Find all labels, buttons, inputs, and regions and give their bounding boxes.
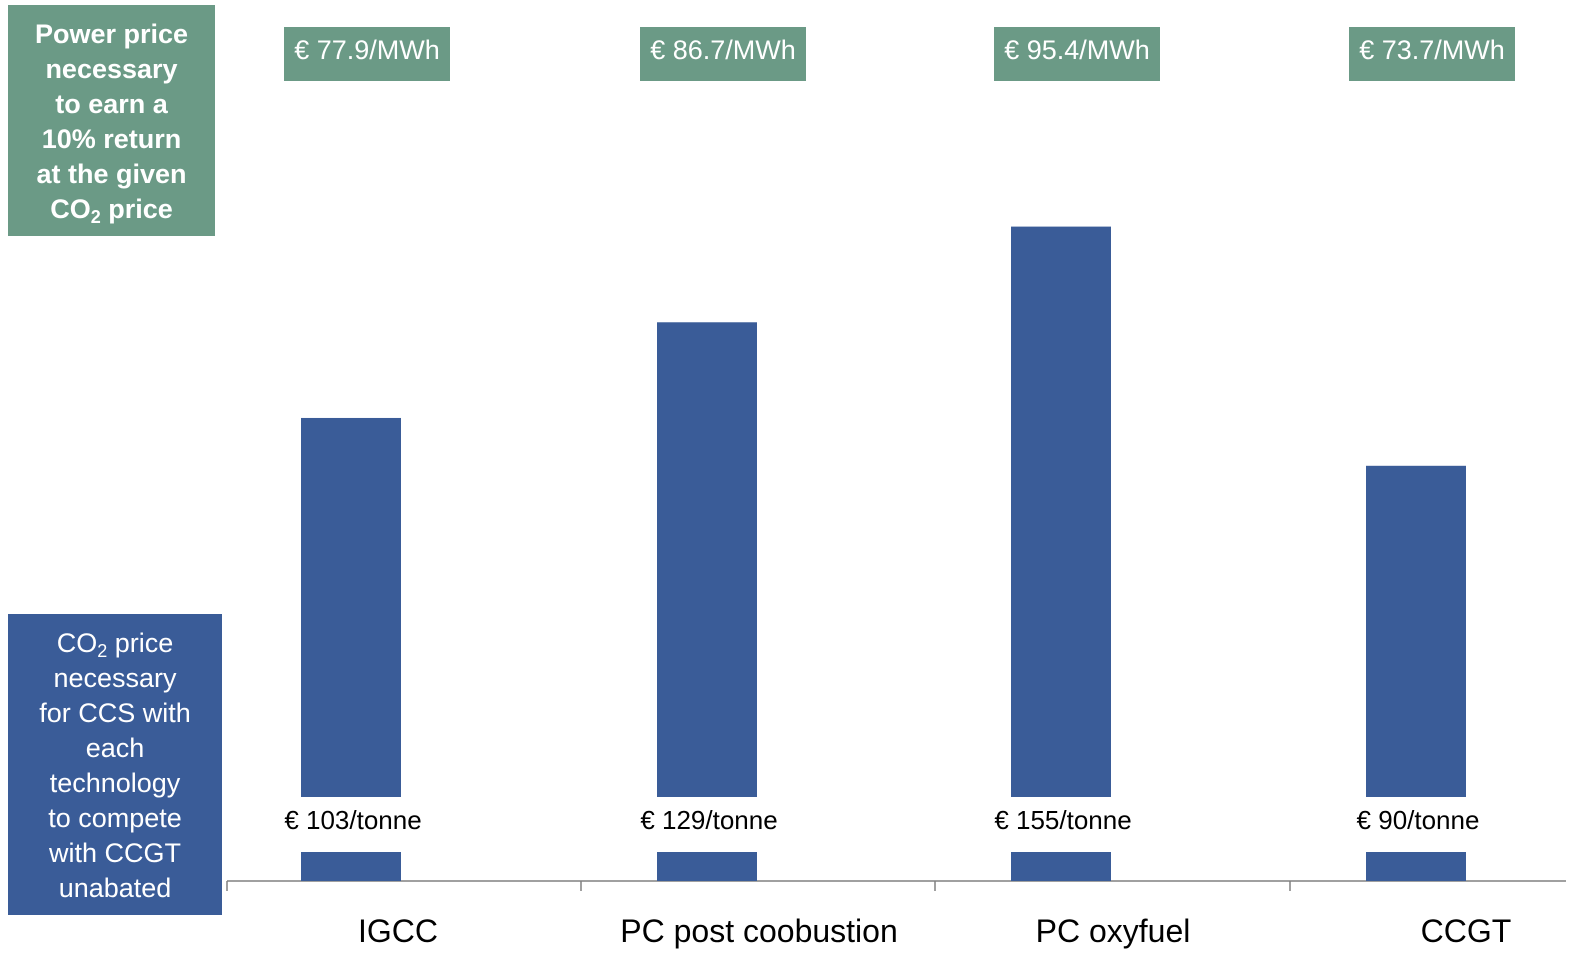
bar-ccgt <box>1366 465 1466 797</box>
price-text: price <box>107 628 174 658</box>
co2-legend-line: necessary <box>53 663 177 693</box>
bar-base-segment <box>1011 852 1111 881</box>
co2-legend-line: technology <box>49 768 181 798</box>
x-tick-label: IGCC <box>358 913 438 949</box>
power-price-label: € 77.9/MWh <box>284 27 450 81</box>
power-price-label: € 73.7/MWh <box>1349 27 1515 81</box>
bar-base-segment <box>657 852 757 881</box>
power-legend-line: 10% return <box>41 124 182 154</box>
co2-price-data-label: € 129/tonne <box>640 805 777 835</box>
bar-pc-oxyfuel <box>1011 226 1111 798</box>
power-legend-line: at the given <box>36 159 187 189</box>
co2-legend-line-co2: CO2 price <box>8 626 222 661</box>
co2-price-data-label: € 90/tonne <box>1357 805 1480 835</box>
bar-igcc <box>301 417 401 797</box>
power-legend-line-co2: CO2 price <box>8 192 215 227</box>
co2-price-legend-box: CO2 price necessary for CCS with each te… <box>8 614 222 915</box>
co2-legend-line: unabated <box>58 873 172 903</box>
bar-base-segment <box>301 852 401 881</box>
bar-base-segment <box>1366 852 1466 881</box>
power-price-label: € 95.4/MWh <box>994 27 1160 81</box>
bar-pc-post-coobustion <box>657 322 757 797</box>
price-text: price <box>100 194 173 224</box>
co2-price-data-label: € 155/tonne <box>994 805 1131 835</box>
co2-text: CO <box>50 194 91 224</box>
co2-price-data-label: € 103/tonne <box>284 805 421 835</box>
co2-legend-line: to compete <box>48 803 182 833</box>
power-legend-line: Power price <box>34 19 189 49</box>
co2-legend-line: for CCS with <box>39 698 191 728</box>
x-tick-label: PC post coobustion <box>620 913 898 949</box>
power-price-legend-box: Power price necessary to earn a 10% retu… <box>8 5 215 236</box>
co2-subscript: 2 <box>97 641 108 661</box>
co2-text: CO <box>56 628 98 658</box>
x-tick-label: CCGT <box>1421 913 1512 949</box>
power-price-label: € 86.7/MWh <box>640 27 806 81</box>
x-tick-label: PC oxyfuel <box>1036 913 1191 949</box>
co2-subscript: 2 <box>90 207 101 227</box>
power-legend-line: to earn a <box>55 89 168 119</box>
co2-legend-line: each <box>85 733 145 763</box>
co2-legend-line: with CCGT <box>48 838 181 868</box>
power-legend-line: necessary <box>45 54 178 84</box>
